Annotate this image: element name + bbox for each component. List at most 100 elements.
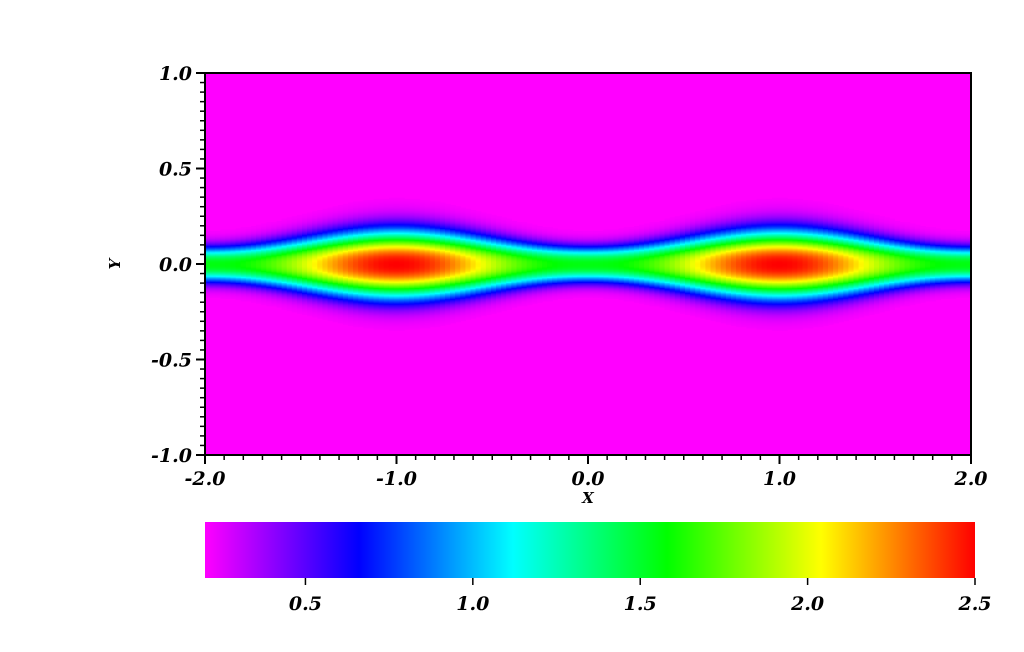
heatmap-cell (485, 219, 492, 222)
heatmap-cell (490, 218, 497, 221)
heatmap-cell (460, 212, 467, 215)
heatmap-cell (347, 240, 354, 243)
heatmap-cell (445, 228, 451, 231)
heatmap-cell (475, 305, 482, 308)
heatmap-cell (455, 254, 461, 257)
heatmap-cell (322, 249, 329, 252)
heatmap-cell (256, 283, 262, 286)
heatmap-cell (480, 311, 487, 314)
heatmap-cell (353, 216, 359, 218)
heatmap-cell (465, 228, 472, 231)
heatmap-cell (404, 319, 410, 322)
heatmap-cell (286, 295, 293, 298)
heatmap-cell (256, 284, 262, 287)
heatmap-cell (312, 244, 318, 247)
heatmap-cell (393, 233, 400, 236)
heatmap-cell (409, 267, 415, 270)
heatmap-cell (399, 278, 405, 281)
heatmap-cell (399, 252, 405, 255)
heatmap-cell (286, 308, 293, 311)
heatmap-cell (383, 321, 390, 324)
heatmap-cell (424, 294, 431, 297)
heatmap-cell (327, 279, 334, 282)
heatmap-cell (363, 303, 370, 306)
heatmap-cell (332, 282, 339, 285)
heatmap-cell (256, 232, 262, 234)
heatmap-cell (383, 266, 390, 269)
heatmap-cell (317, 214, 324, 217)
heatmap-cell (327, 310, 334, 313)
heatmap-cell (312, 243, 318, 245)
heatmap-cell (429, 325, 436, 328)
heatmap-cell (215, 252, 221, 255)
heatmap-cell (210, 249, 216, 252)
heatmap-cell (276, 282, 283, 285)
heatmap-cell (393, 289, 400, 292)
heatmap-cell (347, 322, 354, 325)
heatmap-cell (271, 236, 278, 239)
heatmap-cell (332, 216, 339, 218)
heatmap-cell (225, 281, 232, 284)
heatmap-cell (475, 281, 482, 284)
heatmap-cell (286, 309, 293, 312)
heatmap-cell (240, 281, 247, 284)
heatmap-cell (286, 235, 293, 238)
heatmap-cell (393, 228, 400, 231)
heatmap-cell (429, 206, 436, 209)
heatmap-cell (480, 291, 487, 293)
heatmap-cell (409, 261, 415, 264)
heatmap-cell (363, 209, 370, 212)
heatmap-cell (291, 248, 298, 250)
heatmap-cell (465, 250, 472, 253)
heatmap-cell (429, 229, 436, 232)
heatmap-cell (266, 292, 272, 295)
heatmap-cell (296, 297, 303, 299)
heatmap-cell (404, 221, 410, 223)
heatmap-cell (342, 264, 349, 266)
heatmap-cell (496, 284, 502, 287)
heatmap-cell (465, 272, 472, 275)
heatmap-cell (307, 289, 313, 292)
heatmap-cell (373, 224, 380, 227)
heatmap-cell (322, 313, 329, 315)
heatmap-cell (404, 291, 410, 293)
heatmap-cell (296, 289, 303, 292)
heatmap-cell (266, 238, 272, 241)
heatmap-cell (485, 276, 492, 279)
heatmap-cell (424, 225, 431, 228)
heatmap-cell (347, 208, 354, 211)
heatmap-cell (455, 279, 461, 282)
heatmap-cell (439, 264, 446, 266)
heatmap-cell (490, 243, 497, 245)
heatmap-cell (327, 297, 334, 299)
heatmap-cell (220, 295, 227, 298)
heatmap-cell (424, 299, 431, 302)
heatmap-cell (409, 200, 415, 202)
heatmap-cell (455, 250, 461, 253)
heatmap-cell (291, 270, 298, 272)
heatmap-cell (480, 286, 487, 288)
heatmap-cell (342, 206, 349, 209)
heatmap-cell (342, 272, 349, 275)
heatmap-cell (358, 305, 364, 308)
heatmap-cell (337, 294, 344, 297)
heatmap-cell (307, 262, 313, 265)
heatmap-cell (230, 297, 237, 299)
heatmap-cell (337, 213, 344, 216)
heatmap-cell (337, 238, 344, 241)
heatmap-cell (445, 206, 451, 209)
heatmap-cell (465, 248, 472, 250)
heatmap-cell (327, 221, 334, 223)
heatmap-cell (424, 316, 431, 319)
heatmap-cell (496, 278, 502, 281)
heatmap-cell (378, 318, 385, 320)
heatmap-cell (409, 229, 415, 232)
heatmap-cell (414, 251, 421, 254)
heatmap-cell (404, 233, 410, 236)
heatmap-cell (475, 228, 482, 231)
heatmap-cell (450, 243, 456, 245)
heatmap-cell (501, 294, 507, 297)
heatmap-cell (419, 276, 426, 279)
heatmap-cell (480, 248, 487, 250)
heatmap-cell (445, 246, 451, 249)
